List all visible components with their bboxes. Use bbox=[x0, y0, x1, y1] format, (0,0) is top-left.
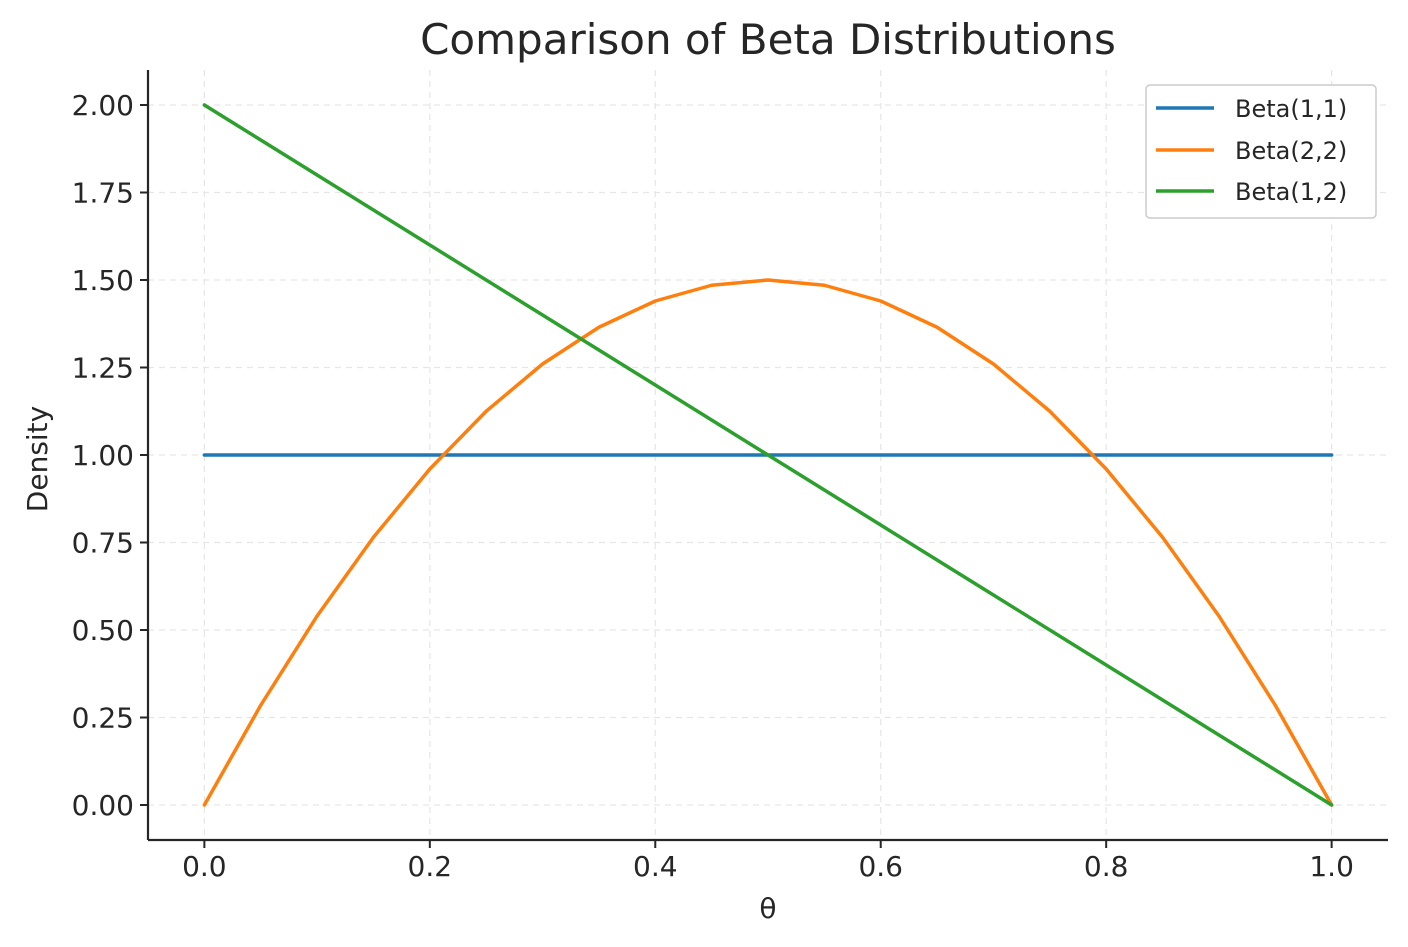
y-tick-label: 1.00 bbox=[72, 439, 134, 472]
x-tick-label: 0.4 bbox=[633, 850, 678, 883]
y-tick-label: 0.00 bbox=[72, 789, 134, 822]
y-tick-label: 0.75 bbox=[72, 527, 134, 560]
y-tick-label: 1.50 bbox=[72, 264, 134, 297]
y-axis-label: Density bbox=[21, 406, 54, 512]
y-tick-label: 1.75 bbox=[72, 177, 134, 210]
x-tick-label: 0.2 bbox=[408, 850, 453, 883]
y-tick-label: 2.00 bbox=[72, 89, 134, 122]
series bbox=[202, 103, 1334, 807]
legend-label-beta-1-2: Beta(1,2) bbox=[1235, 178, 1347, 206]
y-tick-label: 0.50 bbox=[72, 614, 134, 647]
y-tick-label: 0.25 bbox=[72, 702, 134, 735]
series-line-beta-2-2 bbox=[202, 278, 1334, 807]
y-tick-label: 1.25 bbox=[72, 352, 134, 385]
x-axis-label: θ bbox=[759, 892, 776, 925]
legend-label-beta-2-2: Beta(2,2) bbox=[1235, 137, 1347, 165]
legend: Beta(1,1) Beta(2,2) Beta(1,2) bbox=[1145, 84, 1377, 219]
chart-title: Comparison of Beta Distributions bbox=[420, 15, 1116, 64]
series-line-beta-1-2 bbox=[202, 103, 1334, 807]
ticks: 0.0 0.2 0.4 0.6 0.8 1.0 0.00 0.25 0.50 0.75 1.00 1.… bbox=[72, 89, 1354, 883]
x-tick-label: 0.6 bbox=[858, 850, 903, 883]
x-tick-label: 0.0 bbox=[182, 850, 227, 883]
x-tick-label: 0.8 bbox=[1084, 850, 1129, 883]
legend-label-beta-1-1: Beta(1,1) bbox=[1235, 95, 1347, 123]
legend-box bbox=[1145, 84, 1377, 219]
x-tick-label: 1.0 bbox=[1309, 850, 1354, 883]
